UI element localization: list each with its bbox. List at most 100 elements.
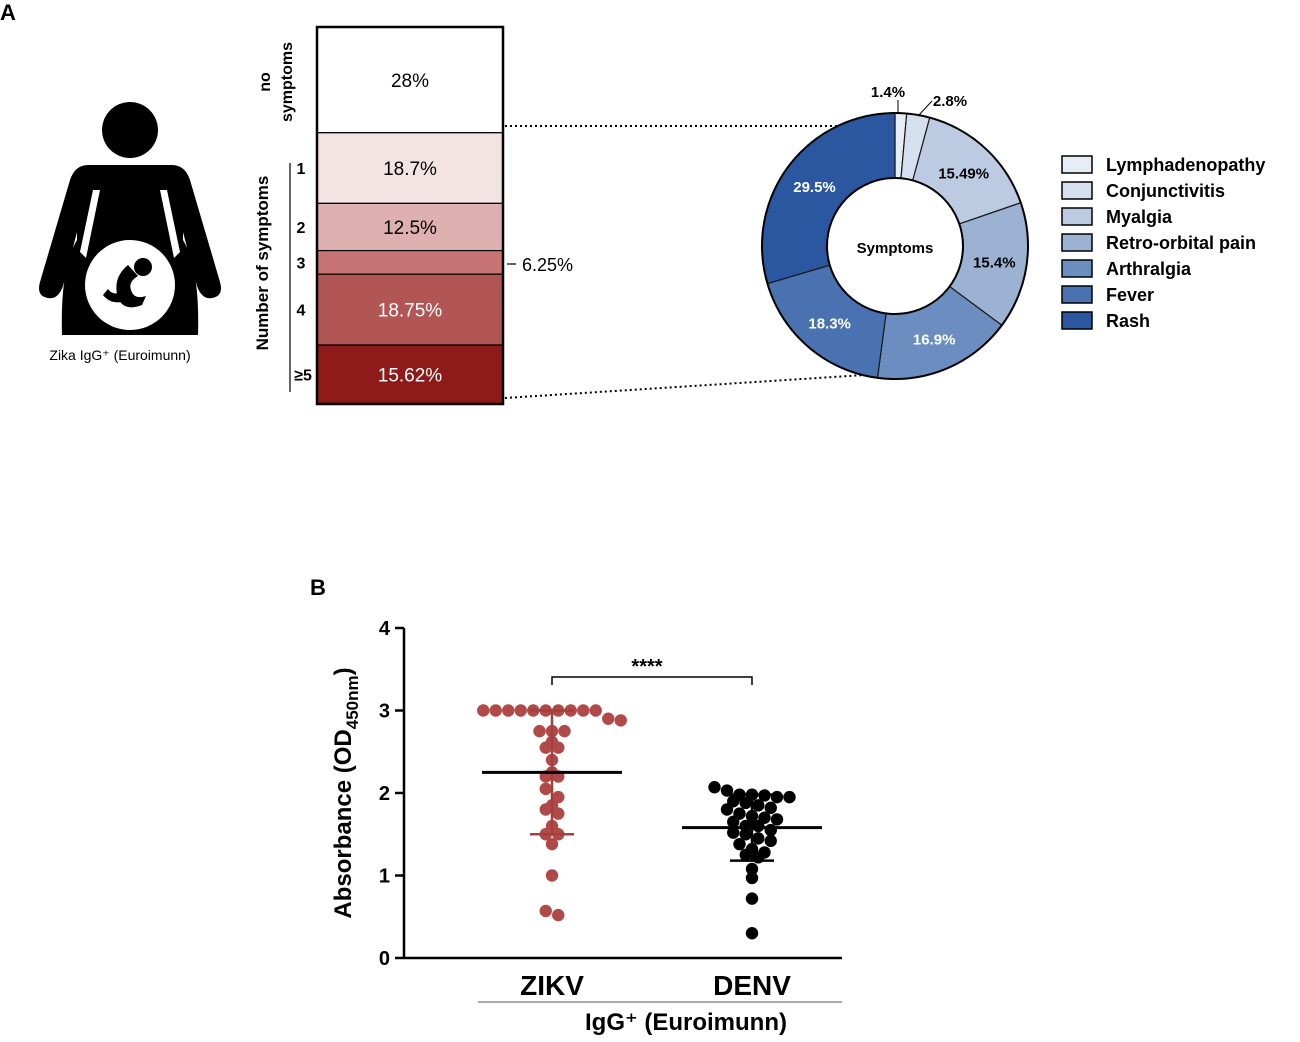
x-category-label: DENV [713, 970, 791, 1001]
zikv-point [558, 724, 571, 738]
zikv-point [489, 704, 502, 717]
donut-slice-label: 2.8% [933, 93, 967, 110]
denv-point [727, 815, 740, 829]
zikv-point [502, 704, 515, 717]
denv-point [764, 801, 777, 815]
donut-outer-ring [761, 112, 1029, 380]
stack-category-label: 3 [297, 255, 306, 272]
zikv-point [539, 803, 552, 816]
legend-swatch [1061, 207, 1093, 226]
pregnant-woman-icon [39, 102, 221, 335]
donut-slice-label: 1.4% [871, 84, 905, 101]
significance-bracket [551, 676, 753, 685]
y-tick-label: 3 [379, 701, 390, 723]
denv-point [708, 781, 721, 794]
stack-value-label: 12.5% [383, 218, 437, 239]
denv-point [720, 803, 734, 816]
donut-slice-label: 15.4% [973, 254, 1016, 271]
denv-point [745, 862, 759, 876]
denv-point [752, 832, 765, 845]
number-of-symptoms-axis-label: Number of symptoms [253, 176, 272, 351]
legend-label: Fever [1106, 285, 1154, 305]
donut-slice-label: 15.49% [938, 166, 989, 183]
legend-swatch [1061, 233, 1093, 252]
zikv-point [552, 807, 565, 820]
stack-category-label: ≥5 [294, 368, 312, 385]
scatter-plot: 0 1 2 3 4 Absorbance (OD450nm) ZIKV DENV IgG⁺ (E… [330, 618, 842, 1036]
figure-caption: Zika IgG⁺ (Euroimunn) [49, 347, 190, 363]
legend-swatch [1061, 311, 1093, 330]
y-axis-label: Absorbance (OD450nm) [330, 667, 362, 918]
zikv-point [533, 724, 546, 738]
donut-leader-line [917, 100, 933, 117]
legend-swatch [1061, 285, 1093, 304]
y-tick-label: 1 [379, 866, 390, 888]
legend-label: Myalgia [1106, 207, 1173, 227]
denv-point [783, 790, 796, 804]
zikv-point [602, 712, 615, 725]
denv-point [745, 927, 759, 940]
donut-chart: 1.4% 2.8% 15.49% 15.4% 16.9% 18.3% 29.5% [761, 84, 1029, 380]
stack-frame [315, 25, 505, 406]
no-symptoms-label-line1: no [257, 72, 274, 92]
y-tick-label: 2 [379, 783, 390, 805]
zikv-point [545, 869, 559, 882]
denv-point [745, 871, 759, 885]
zikv-point [552, 908, 565, 922]
denv-point [752, 799, 765, 812]
legend-label: Rash [1106, 311, 1150, 331]
stack-value-label: 18.75% [378, 301, 443, 322]
zikv-point [577, 704, 590, 717]
stack-category-label: 4 [297, 303, 306, 320]
zikv-point [545, 837, 559, 851]
legend-label: Conjunctivitis [1106, 181, 1225, 201]
denv-point [745, 892, 759, 905]
legend-swatch [1061, 259, 1093, 278]
zikv-point [477, 704, 490, 717]
denv-point [733, 837, 746, 851]
x-group-label: IgG⁺ (Euroimunn) [585, 1009, 787, 1036]
y-tick-label: 0 [379, 948, 390, 970]
denv-point [770, 813, 784, 826]
denv-point [739, 796, 752, 810]
stack-category-label: 1 [297, 161, 306, 178]
zikv-point [539, 741, 552, 754]
denv-point [739, 848, 752, 862]
denv-point [764, 823, 777, 837]
donut-slice-label: 29.5% [793, 179, 836, 196]
no-symptoms-label-line2: symptoms [279, 42, 296, 122]
legend-label: Lymphadenopathy [1106, 155, 1265, 175]
stack-value-label: 28% [391, 71, 429, 92]
stacked-bar-labels: 28% 18.7% 1 12.5% 2 3 18.75% 4 15.62% ≥5 [294, 71, 442, 387]
legend-swatch [1061, 155, 1093, 174]
zikv-point [514, 704, 527, 717]
connector-bottom [504, 373, 881, 399]
zikv-point [539, 904, 552, 918]
zikv-point [552, 741, 565, 754]
donut-slice-label: 16.9% [913, 332, 956, 349]
stack-category-label: 2 [297, 220, 306, 237]
donut-center-label: Symptoms [857, 240, 934, 257]
zikv-point [539, 782, 552, 796]
zikv-point [614, 714, 627, 727]
donut-inner-ring [826, 177, 964, 315]
denv-point [752, 819, 765, 833]
significance-label: **** [631, 656, 662, 678]
denv-point [770, 790, 784, 804]
donut-slice-label: 18.3% [808, 315, 851, 332]
denv-point [764, 834, 777, 848]
stack-segment-3 [316, 249, 504, 275]
stack-value-label: 15.62% [378, 366, 443, 387]
callout-label: 6.25% [522, 255, 573, 275]
x-category-label: ZIKV [520, 970, 584, 1001]
y-tick-label: 4 [379, 618, 391, 640]
stack-value-label: 18.7% [383, 159, 437, 180]
zikv-point [589, 704, 602, 717]
stacked-bar [315, 25, 505, 406]
denv-point [727, 826, 740, 839]
panel-b-label: B [310, 575, 326, 600]
legend-label: Arthralgia [1106, 259, 1192, 279]
legend-label: Retro-orbital pain [1106, 233, 1256, 253]
donut-legend: Lymphadenopathy Conjunctivitis Myalgia Retr… [1061, 155, 1265, 331]
